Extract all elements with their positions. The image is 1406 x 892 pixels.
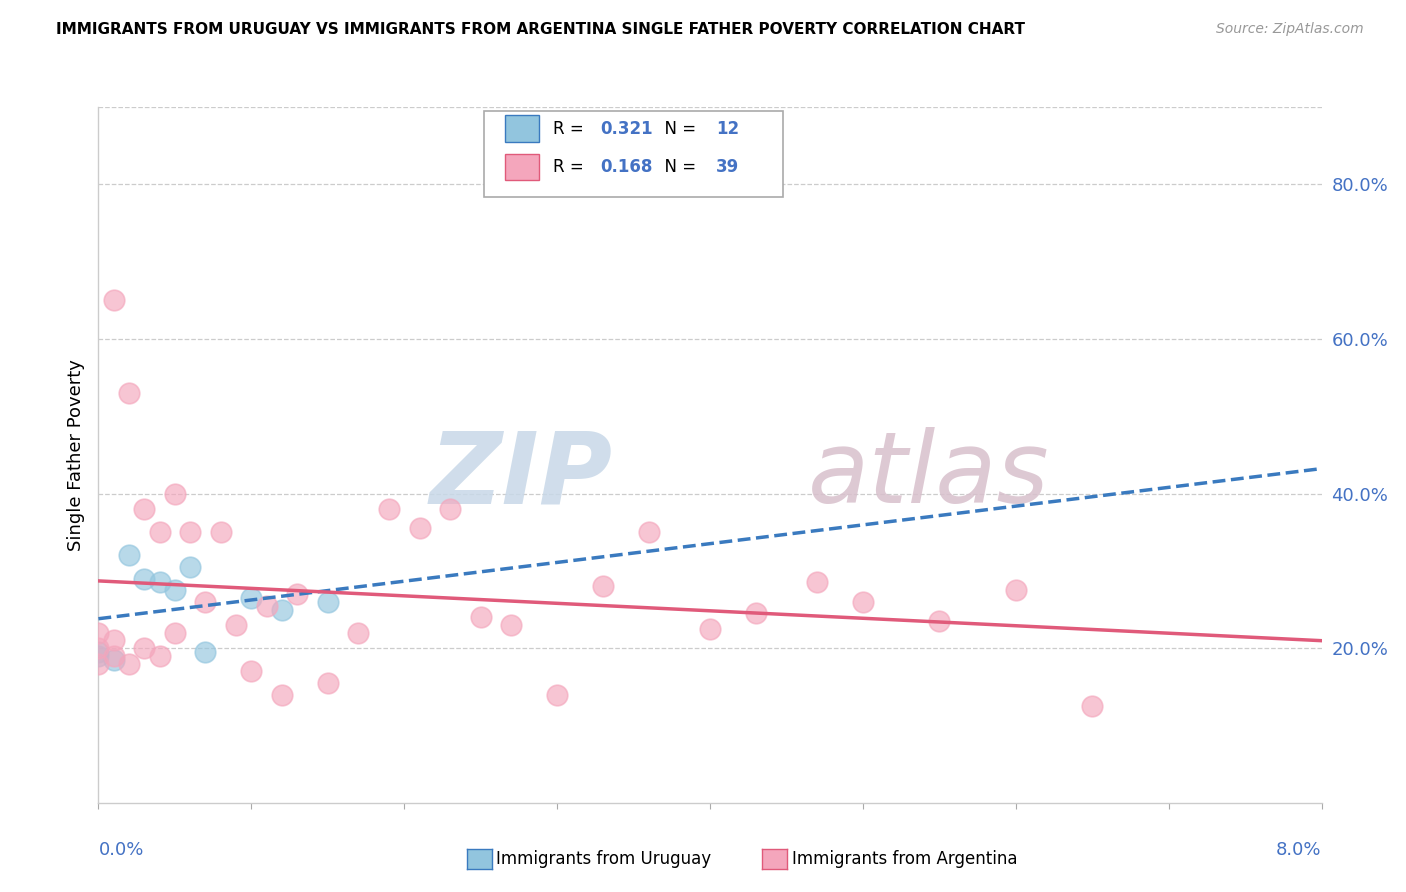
Point [1081,699,1104,714]
Point [1004,583,1026,598]
Point [637,525,661,540]
Point [225,618,247,632]
Text: 0.168: 0.168 [600,158,652,176]
Text: R =: R = [554,120,589,137]
Point [378,502,401,516]
Text: Immigrants from Uruguay: Immigrants from Uruguay [496,850,711,868]
Point [316,676,339,690]
Text: 12: 12 [716,120,740,137]
Point [194,645,217,659]
Text: ZIP: ZIP [429,427,612,524]
FancyBboxPatch shape [484,111,783,197]
Point [256,599,278,613]
Point [699,622,721,636]
Point [179,525,201,540]
Point [163,486,186,500]
Text: 8.0%: 8.0% [1277,841,1322,859]
Point [270,602,294,616]
Point [103,648,125,663]
FancyBboxPatch shape [505,115,538,142]
Point [179,560,201,574]
Point [408,521,430,535]
Point [316,595,339,609]
Point [806,575,828,590]
Text: N =: N = [654,158,702,176]
Point [209,525,232,540]
Point [163,625,186,640]
Text: 0.0%: 0.0% [98,841,143,859]
Point [118,657,141,671]
Point [270,688,294,702]
Text: Immigrants from Argentina: Immigrants from Argentina [792,850,1017,868]
Text: N =: N = [654,120,702,137]
Point [134,572,156,586]
Point [546,688,568,702]
Y-axis label: Single Father Poverty: Single Father Poverty [66,359,84,551]
Point [745,607,768,621]
Text: atlas: atlas [808,427,1049,524]
Point [852,595,875,609]
Point [149,648,172,663]
Text: IMMIGRANTS FROM URUGUAY VS IMMIGRANTS FROM ARGENTINA SINGLE FATHER POVERTY CORRE: IMMIGRANTS FROM URUGUAY VS IMMIGRANTS FR… [56,22,1025,37]
Point [87,645,110,659]
Point [134,641,156,656]
Point [134,502,156,516]
Point [87,657,110,671]
Point [501,618,523,632]
Point [87,641,110,656]
Point [285,587,308,601]
Text: 39: 39 [716,158,740,176]
Point [194,595,217,609]
Point [103,633,125,648]
Text: 0.321: 0.321 [600,120,652,137]
Point [87,625,110,640]
Point [163,583,186,598]
Point [347,625,370,640]
FancyBboxPatch shape [505,153,538,180]
Point [592,579,614,593]
Point [103,653,125,667]
Text: R =: R = [554,158,589,176]
Point [87,648,110,663]
Point [240,591,263,605]
Point [118,386,141,401]
Text: Source: ZipAtlas.com: Source: ZipAtlas.com [1216,22,1364,37]
Point [240,665,263,679]
Point [149,575,172,590]
Point [928,614,950,628]
Point [118,549,141,563]
Point [439,502,461,516]
Point [470,610,492,624]
Point [103,293,125,308]
Point [149,525,172,540]
